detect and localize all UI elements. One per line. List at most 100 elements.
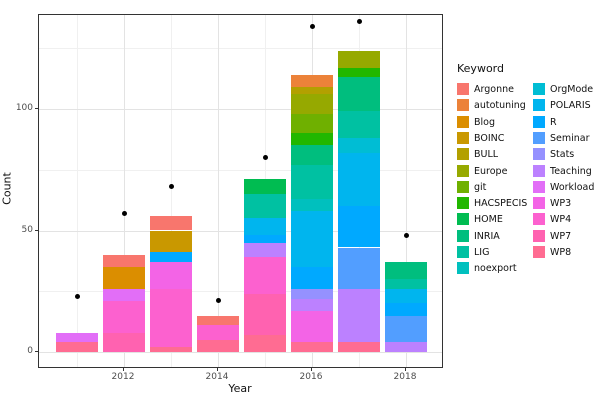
legend-swatch-OrgMode (533, 83, 545, 95)
legend-item-label: BOINC (474, 132, 505, 144)
legend-item-label: BULL (474, 149, 499, 161)
gridline-x-major (218, 15, 219, 367)
x-tick-label: 2016 (299, 372, 323, 382)
data-point (262, 155, 268, 161)
bar-segment-BULL (291, 87, 333, 95)
y-tick (35, 351, 38, 352)
bar-segment-HACSPECIS (291, 133, 333, 146)
x-tick-label: 2018 (393, 372, 417, 382)
legend-swatch-autotuning (457, 99, 469, 112)
legend-item-label: Workload (550, 181, 595, 193)
legend-swatch-INRIA (457, 229, 469, 242)
bar-segment-R (244, 235, 286, 243)
bar-segment-BOINC (150, 230, 192, 253)
bar-segment-HACSPECIS (338, 67, 380, 78)
bar-segment-POLARIS (385, 288, 427, 304)
bar-segment-WP4 (197, 325, 239, 340)
legend-item-label: WP8 (550, 247, 572, 258)
bar-segment-HOME (244, 179, 286, 195)
bar-segment-Argonne (197, 315, 239, 326)
bar-segment-Seminar (338, 247, 380, 289)
bar-segment-R (338, 206, 380, 248)
legend-item-label: Teaching (550, 165, 592, 177)
legend-swatch-Teaching (533, 164, 545, 177)
bar-segment-WP4 (103, 300, 145, 333)
legend: Keyword Argonne autotuning Blog BOINC BULL Eu… (457, 62, 594, 275)
bar-segment-WP8 (150, 347, 192, 352)
y-tick (35, 229, 38, 231)
bar-segment-WP4 (244, 257, 286, 294)
bar-segment-Teaching (338, 288, 380, 343)
bar-segment-autotuning (291, 74, 333, 88)
legend-swatch-HACSPECIS (457, 197, 469, 210)
gridline-y-minor (39, 291, 442, 293)
bar-segment-Workload (103, 288, 145, 301)
legend-item-label: autotuning (474, 100, 526, 112)
legend-swatch-Argonne (457, 83, 469, 95)
gridline-x-major (124, 15, 125, 367)
bar-segment-WP3 (291, 310, 333, 343)
data-point (74, 293, 80, 299)
gridline-y-minor (39, 48, 442, 50)
legend-swatch-HOME (457, 213, 469, 226)
legend-swatch-BOINC (457, 131, 469, 144)
legend-swatch-BULL (457, 148, 469, 161)
legend-swatch-WP7 (533, 229, 545, 242)
gridline-y-major (39, 230, 442, 232)
bar-segment-OrgMode (338, 138, 380, 153)
x-axis-title: Year (228, 382, 252, 395)
bar-segment-Blog (103, 266, 145, 289)
bar-segment-git (291, 113, 333, 134)
legend-swatch-Blog (457, 115, 469, 128)
x-tick (311, 368, 312, 371)
legend-item-label: Blog (474, 116, 495, 128)
legend-item-label: git (474, 181, 487, 193)
gridline-x-major (406, 15, 407, 367)
bar-segment-INRIA (338, 77, 380, 112)
x-tick (217, 368, 218, 371)
legend-swatch-Stats (533, 148, 545, 161)
y-tick (35, 108, 38, 109)
bar-segment-R (291, 266, 333, 289)
x-tick (405, 368, 406, 371)
legend-swatch-WP4 (533, 213, 545, 226)
y-axis-title: Count (0, 172, 14, 205)
bar-segment-POLARIS (291, 211, 333, 267)
gridline-y-major (39, 109, 442, 110)
bar-segment-WP3 (150, 262, 192, 289)
legend-item-label: noexport (474, 263, 517, 275)
bar-segment-WP8 (291, 342, 333, 352)
legend-item-label: LIG (474, 247, 490, 258)
bar-segment-INRIA (385, 262, 427, 280)
bar-segment-Europe (291, 94, 333, 114)
bar-segment-Argonne (150, 215, 192, 231)
legend-item-label: Europe (474, 165, 508, 177)
bar-segment-Teaching (244, 242, 286, 258)
legend-swatch-WP8 (533, 246, 545, 258)
legend-item-label: Seminar (550, 132, 590, 144)
bar-segment-INRIA (291, 145, 333, 165)
legend-title: Keyword (457, 62, 504, 75)
data-point (309, 23, 315, 29)
bar-segment-Teaching (291, 298, 333, 311)
bar-segment-LIG (244, 194, 286, 219)
x-tick-label: 2014 (205, 372, 229, 382)
legend-swatch-LIG (457, 246, 469, 258)
data-point (356, 19, 362, 25)
legend-swatch-Workload (533, 180, 545, 193)
legend-item-label: HOME (474, 214, 503, 226)
bar-segment-POLARIS (338, 152, 380, 207)
bar-segment-WP8 (338, 342, 380, 352)
data-point (121, 210, 127, 216)
legend-item-label: WP7 (550, 230, 572, 242)
data-point (403, 232, 409, 238)
bar-segment-LIG (291, 164, 333, 199)
legend-item-label: Stats (550, 149, 575, 161)
y-tick-label: 100 (15, 103, 33, 113)
legend-item-label: Argonne (474, 84, 514, 95)
bar-segment-WP8 (56, 342, 98, 352)
legend-item-label: WP4 (550, 214, 572, 226)
x-tick-label: 2012 (111, 372, 135, 382)
gridline-y-major (39, 352, 442, 353)
x-tick (123, 368, 124, 371)
